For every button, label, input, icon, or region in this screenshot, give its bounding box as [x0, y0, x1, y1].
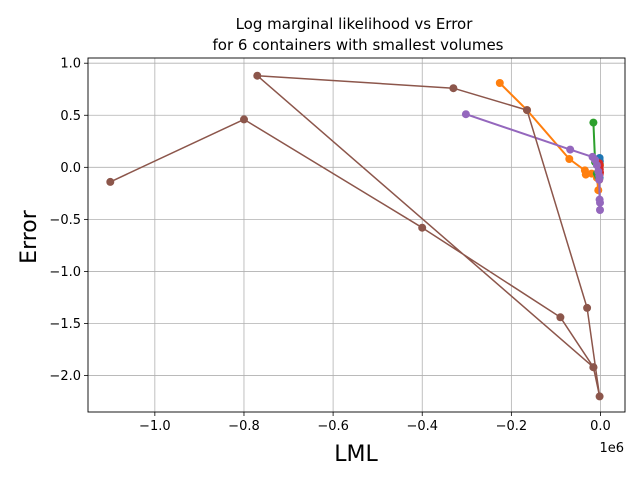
data-point — [566, 145, 575, 154]
y-tick-label: 0.5 — [60, 109, 81, 124]
data-point — [495, 79, 504, 87]
x-tick-label: −1.0 — [139, 419, 171, 434]
data-point — [594, 186, 603, 195]
y-tick-label: −1.5 — [49, 317, 81, 332]
grid-lines — [88, 58, 625, 412]
data-series — [106, 71, 604, 401]
y-tick-label: −0.5 — [49, 213, 81, 228]
series-6 — [106, 71, 604, 401]
data-point — [596, 206, 604, 214]
x-axis-offset-text: 1e6 — [599, 441, 624, 456]
y-tick-label: 1.0 — [60, 57, 81, 72]
data-point — [556, 313, 565, 322]
y-tick-label: −1.0 — [49, 265, 81, 280]
data-point — [565, 155, 574, 163]
data-point — [461, 110, 470, 119]
chart-title-line-1: Log marginal likelihood vs Error — [236, 15, 474, 33]
x-tick-label: −0.2 — [496, 419, 528, 434]
y-axis-label: Error — [17, 209, 42, 264]
x-tick-label: −0.8 — [228, 419, 260, 434]
axes: −1.0 −0.8 −0.6 −0.4 −0.2 0.0 −2.0 −1.5 −1.0 −0.5 0… — [49, 57, 626, 434]
y-tick-label: −2.0 — [49, 369, 81, 384]
data-point — [106, 177, 115, 186]
data-point — [592, 161, 601, 170]
x-tick-label: −0.6 — [317, 419, 349, 434]
y-tick-label: 0.0 — [60, 161, 81, 176]
plot-frame — [87, 57, 626, 413]
data-point — [449, 84, 458, 93]
x-tick-label: 0.0 — [590, 419, 611, 434]
chart-title-line-2: for 6 containers with smallest volumes — [213, 36, 504, 54]
x-axis-label: LML — [334, 442, 378, 467]
data-point — [418, 223, 427, 232]
data-point — [595, 171, 604, 180]
data-point — [253, 71, 262, 80]
data-point — [595, 392, 604, 401]
data-point — [596, 198, 604, 207]
data-point — [583, 303, 592, 312]
data-point — [589, 118, 598, 127]
data-point — [240, 115, 248, 124]
series-5 — [461, 110, 604, 214]
data-point — [523, 106, 531, 115]
data-point — [589, 363, 598, 372]
x-tick-label: −0.4 — [406, 419, 438, 434]
